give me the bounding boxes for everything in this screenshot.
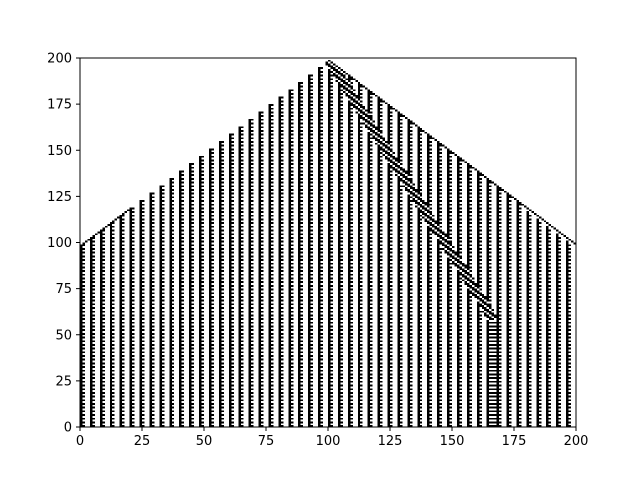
x-tick-label: 175: [502, 434, 527, 449]
y-tick-label: 175: [47, 98, 72, 113]
x-axis: 0 25 50 75 100 125 150 175 200: [76, 427, 589, 449]
x-tick-label: 50: [196, 434, 213, 449]
y-tick-label: 50: [55, 328, 72, 343]
x-tick-label: 0: [76, 434, 84, 449]
x-tick-label: 200: [564, 434, 589, 449]
heatmap-image: [80, 58, 576, 427]
y-tick-label: 0: [64, 421, 72, 436]
x-tick-label: 100: [316, 434, 341, 449]
y-tick-label: 200: [47, 52, 72, 67]
plot-area: [80, 58, 576, 427]
x-tick-label: 75: [258, 434, 275, 449]
y-tick-label: 125: [47, 190, 72, 205]
y-tick-label: 150: [47, 144, 72, 159]
y-axis: 0 25 50 75 100 125 150 175 200: [47, 52, 80, 436]
y-tick-label: 100: [47, 236, 72, 251]
x-tick-label: 25: [134, 434, 151, 449]
x-tick-label: 125: [378, 434, 403, 449]
y-tick-label: 75: [55, 282, 72, 297]
y-tick-label: 25: [55, 374, 72, 389]
x-tick-label: 150: [440, 434, 465, 449]
